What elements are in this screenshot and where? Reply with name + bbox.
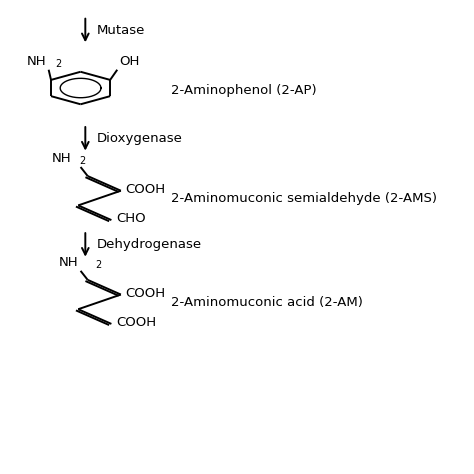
- Text: COOH: COOH: [126, 287, 166, 300]
- Text: 2: 2: [80, 155, 86, 166]
- Text: Dioxygenase: Dioxygenase: [97, 132, 183, 146]
- Text: Dehydrogenase: Dehydrogenase: [97, 238, 202, 251]
- Text: 2-Aminophenol (2-AP): 2-Aminophenol (2-AP): [171, 84, 316, 97]
- Text: 2-Aminomuconic semialdehyde (2-AMS): 2-Aminomuconic semialdehyde (2-AMS): [171, 192, 437, 205]
- Text: 2: 2: [95, 259, 101, 270]
- Text: NH: NH: [59, 255, 78, 269]
- Text: CHO: CHO: [116, 212, 146, 226]
- Text: Mutase: Mutase: [97, 24, 146, 37]
- Text: COOH: COOH: [126, 183, 166, 196]
- Text: 2-Aminomuconic acid (2-AM): 2-Aminomuconic acid (2-AM): [171, 296, 363, 309]
- Text: 2: 2: [55, 59, 61, 69]
- Text: OH: OH: [119, 55, 140, 68]
- Text: NH: NH: [27, 55, 46, 68]
- Text: COOH: COOH: [116, 316, 156, 329]
- Text: NH: NH: [52, 152, 71, 165]
